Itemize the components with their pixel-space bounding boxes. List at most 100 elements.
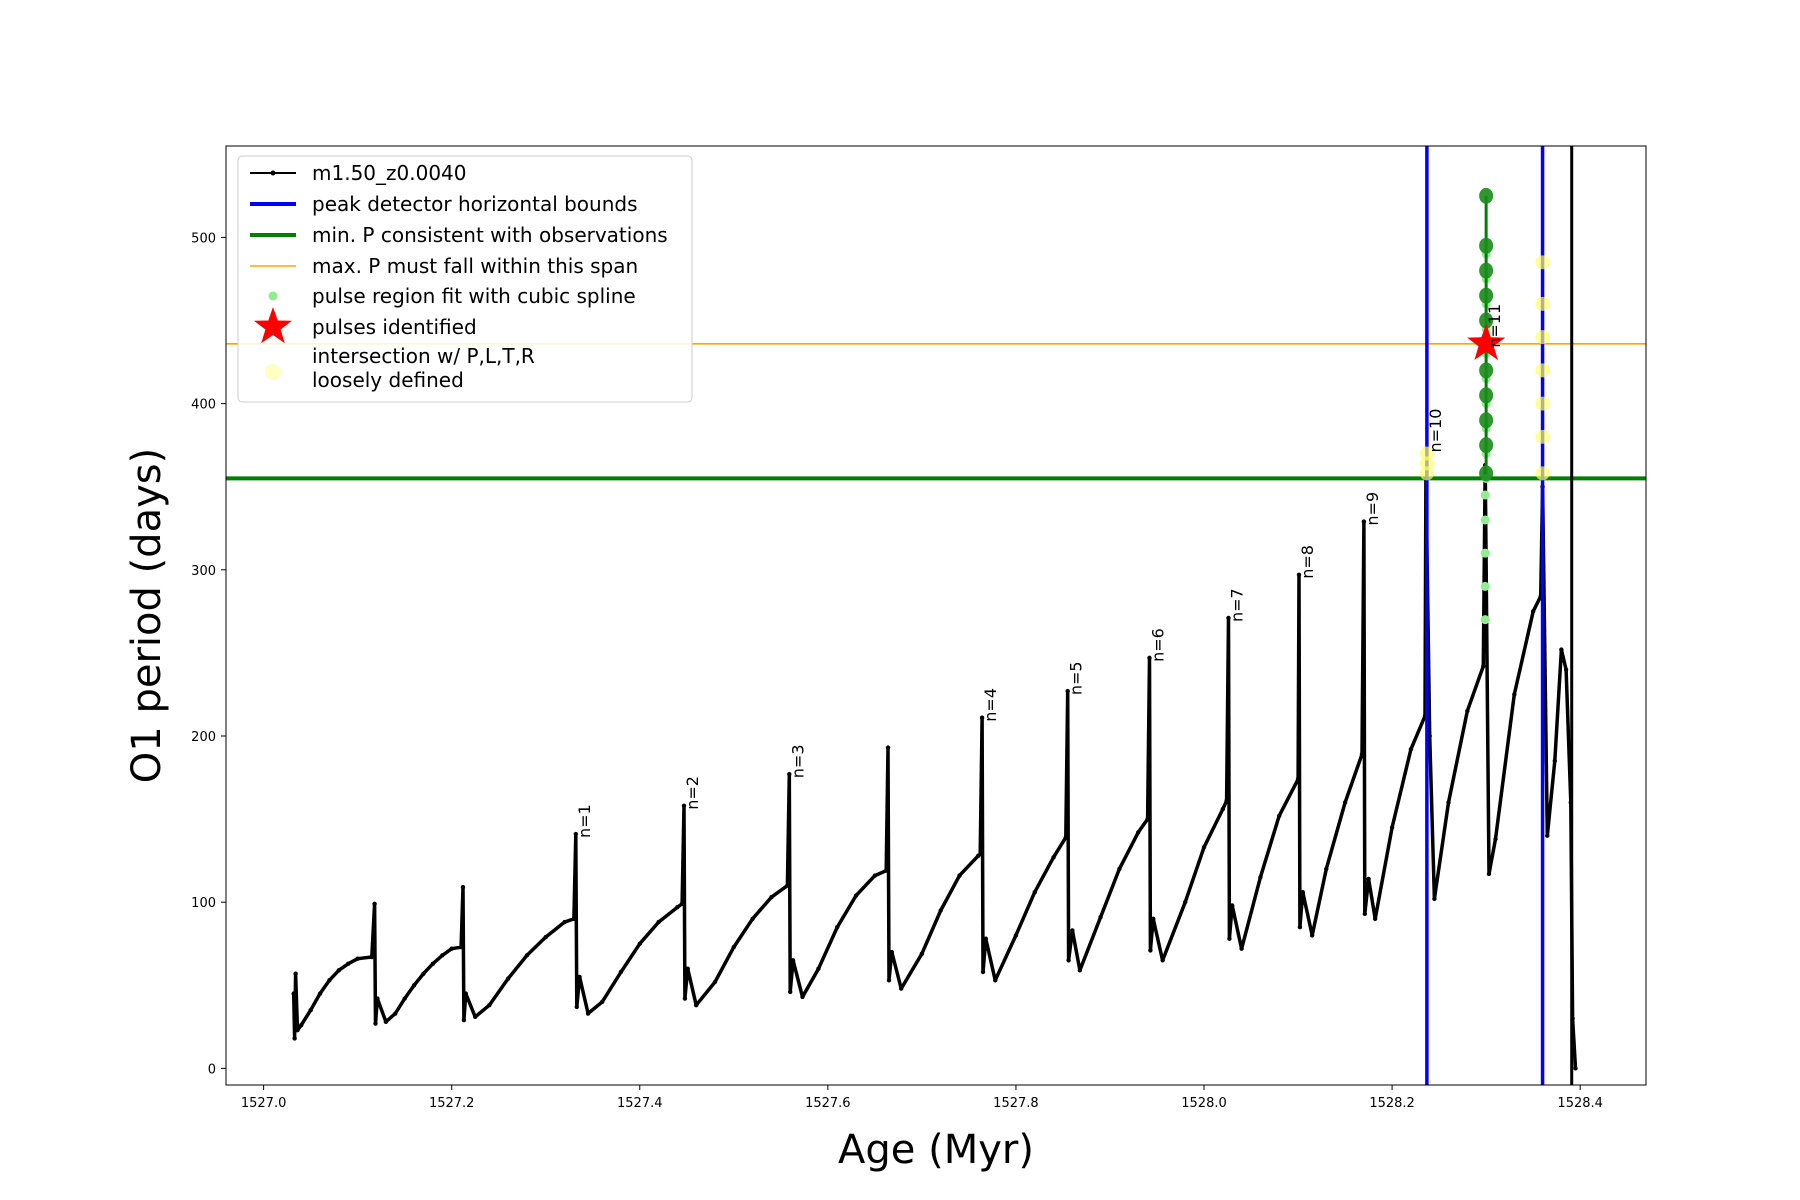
series-point bbox=[681, 803, 687, 808]
series-point bbox=[1493, 836, 1498, 842]
x-tick-label: 1528.0 bbox=[1181, 1096, 1227, 1111]
series-point bbox=[731, 944, 737, 950]
series-line bbox=[291, 463, 1578, 1069]
series-point bbox=[1135, 830, 1141, 835]
series-point bbox=[571, 916, 577, 922]
series-point bbox=[372, 901, 377, 907]
series-point bbox=[993, 978, 998, 983]
series-point bbox=[449, 946, 454, 951]
x-tick-label: 1527.2 bbox=[429, 1096, 475, 1111]
series-point bbox=[1230, 903, 1235, 908]
series-point bbox=[460, 885, 466, 890]
series-point bbox=[1066, 958, 1071, 963]
series-point bbox=[1366, 876, 1371, 882]
series-point bbox=[637, 941, 642, 946]
series-point bbox=[656, 919, 661, 925]
y-tick-label: 300 bbox=[191, 564, 216, 579]
peak-point bbox=[1479, 262, 1494, 279]
pulse-label: n=9 bbox=[1363, 492, 1382, 526]
series-point bbox=[295, 1027, 300, 1033]
series-point bbox=[1145, 816, 1150, 822]
series-point bbox=[1147, 655, 1152, 661]
intersection-point bbox=[1535, 255, 1550, 270]
series-point bbox=[327, 978, 332, 983]
pulse-label: n=6 bbox=[1148, 628, 1167, 662]
series-point bbox=[473, 1014, 478, 1020]
series-point bbox=[317, 991, 323, 996]
legend-label: pulses identified bbox=[312, 315, 477, 339]
series-point bbox=[1227, 936, 1232, 941]
legend-label: m1.50_z0.0040 bbox=[312, 161, 467, 185]
intersection-point bbox=[1535, 466, 1550, 481]
series-point bbox=[979, 715, 985, 720]
series-point bbox=[1512, 692, 1517, 697]
series-point bbox=[1432, 896, 1437, 902]
series-point bbox=[957, 873, 962, 878]
series-point bbox=[977, 851, 983, 857]
series-point bbox=[346, 961, 351, 966]
series-point bbox=[375, 996, 380, 1001]
series-point bbox=[440, 953, 445, 958]
y-axis-label: O1 period (days) bbox=[124, 448, 170, 783]
series-point bbox=[919, 951, 925, 956]
pulse-label: n=5 bbox=[1067, 661, 1086, 695]
peak-point bbox=[1479, 412, 1494, 429]
series-point bbox=[675, 904, 680, 910]
series-point bbox=[1051, 855, 1056, 860]
intersection-point bbox=[1419, 466, 1434, 481]
pulse-label: n=1 bbox=[575, 804, 594, 838]
series-point bbox=[458, 944, 464, 950]
series-point bbox=[983, 936, 989, 941]
spline-point bbox=[1480, 615, 1490, 625]
series-point bbox=[1220, 806, 1226, 812]
legend-handle bbox=[265, 364, 281, 380]
series-point bbox=[1361, 519, 1367, 524]
series-point bbox=[1324, 866, 1329, 872]
pulse-label: n=10 bbox=[1426, 409, 1445, 453]
series-point bbox=[421, 971, 426, 976]
series-point bbox=[1296, 572, 1302, 577]
pulse-label: n=7 bbox=[1227, 588, 1246, 622]
intersection-point bbox=[1535, 296, 1550, 311]
series-point bbox=[1065, 688, 1070, 694]
series-point bbox=[1151, 916, 1156, 922]
series-point bbox=[1362, 911, 1368, 917]
intersection-point bbox=[1535, 429, 1550, 444]
series-point bbox=[373, 1021, 378, 1026]
series-point bbox=[886, 978, 892, 983]
series-point bbox=[1032, 890, 1037, 895]
series-point bbox=[1224, 798, 1229, 804]
spline-point bbox=[1480, 548, 1490, 558]
series-point bbox=[1117, 866, 1122, 872]
series-point bbox=[461, 1017, 467, 1023]
series-point bbox=[1559, 647, 1564, 652]
series-point bbox=[883, 868, 889, 873]
pulse-label: n=3 bbox=[788, 744, 807, 778]
y-tick-label: 500 bbox=[191, 231, 216, 246]
series-point bbox=[1481, 663, 1486, 669]
peak-point bbox=[1479, 465, 1494, 482]
y-tick-label: 100 bbox=[191, 896, 216, 911]
series-point bbox=[1297, 924, 1303, 930]
series-point bbox=[383, 1019, 389, 1025]
legend-label-line: intersection w/ P,L,T,R bbox=[312, 344, 535, 368]
series-point bbox=[308, 1008, 313, 1013]
series-point bbox=[291, 991, 296, 996]
legend-label-line: pulse region fit with cubic spline bbox=[312, 284, 636, 308]
series-point bbox=[1342, 800, 1348, 805]
spline-point bbox=[1480, 581, 1490, 591]
series-point bbox=[1201, 845, 1207, 850]
x-tick-label: 1527.8 bbox=[993, 1096, 1039, 1111]
series-point bbox=[835, 924, 840, 930]
series-point bbox=[402, 996, 407, 1001]
legend-label-line: min. P consistent with observations bbox=[312, 223, 668, 247]
series-point bbox=[938, 908, 943, 913]
x-tick-label: 1528.4 bbox=[1557, 1096, 1603, 1111]
legend-label-line: loosely defined bbox=[312, 368, 464, 392]
series-point bbox=[889, 949, 895, 955]
series-point bbox=[1309, 933, 1315, 938]
series-point bbox=[853, 893, 859, 898]
series-point bbox=[790, 958, 796, 963]
